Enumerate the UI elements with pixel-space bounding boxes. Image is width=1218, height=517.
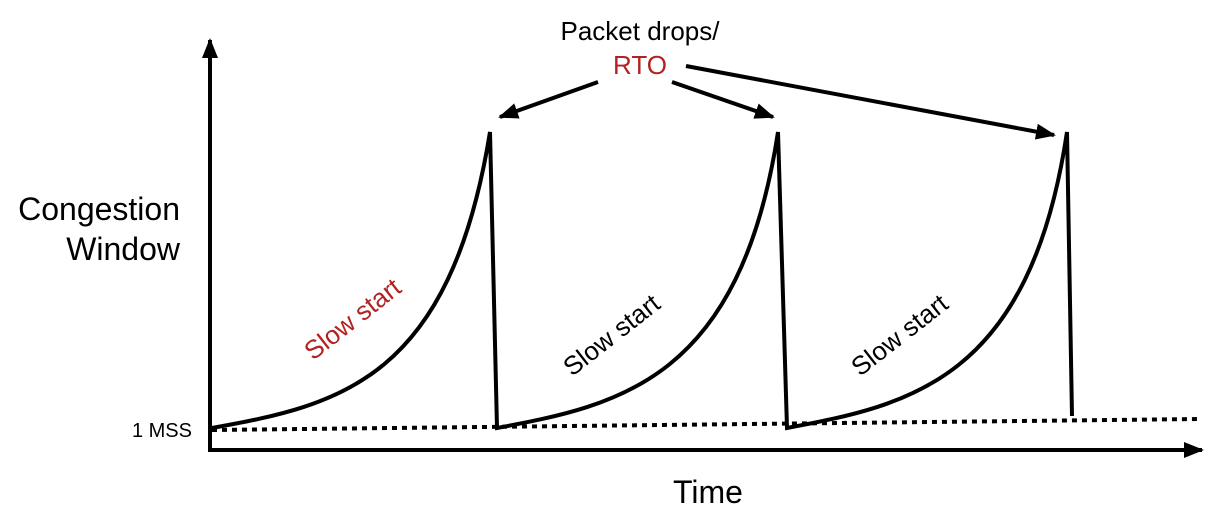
baseline-label: 1 MSS [132,420,192,442]
y-axis-label: Congestion [18,191,180,227]
annotation-title: Packet drops/ [561,16,721,46]
cwnd-curve [211,131,1074,431]
arrow [498,80,599,119]
annotation-label: RTO [613,50,667,80]
baseline [211,417,1201,432]
arrow [671,80,775,119]
phase-label: Slow start [557,287,666,381]
phase-label: Slow start [845,287,954,381]
arrow [685,64,1056,140]
phase-label: Slow start [298,271,407,365]
x-axis-label: Time [673,474,743,510]
y-axis-label: Window [66,231,181,267]
